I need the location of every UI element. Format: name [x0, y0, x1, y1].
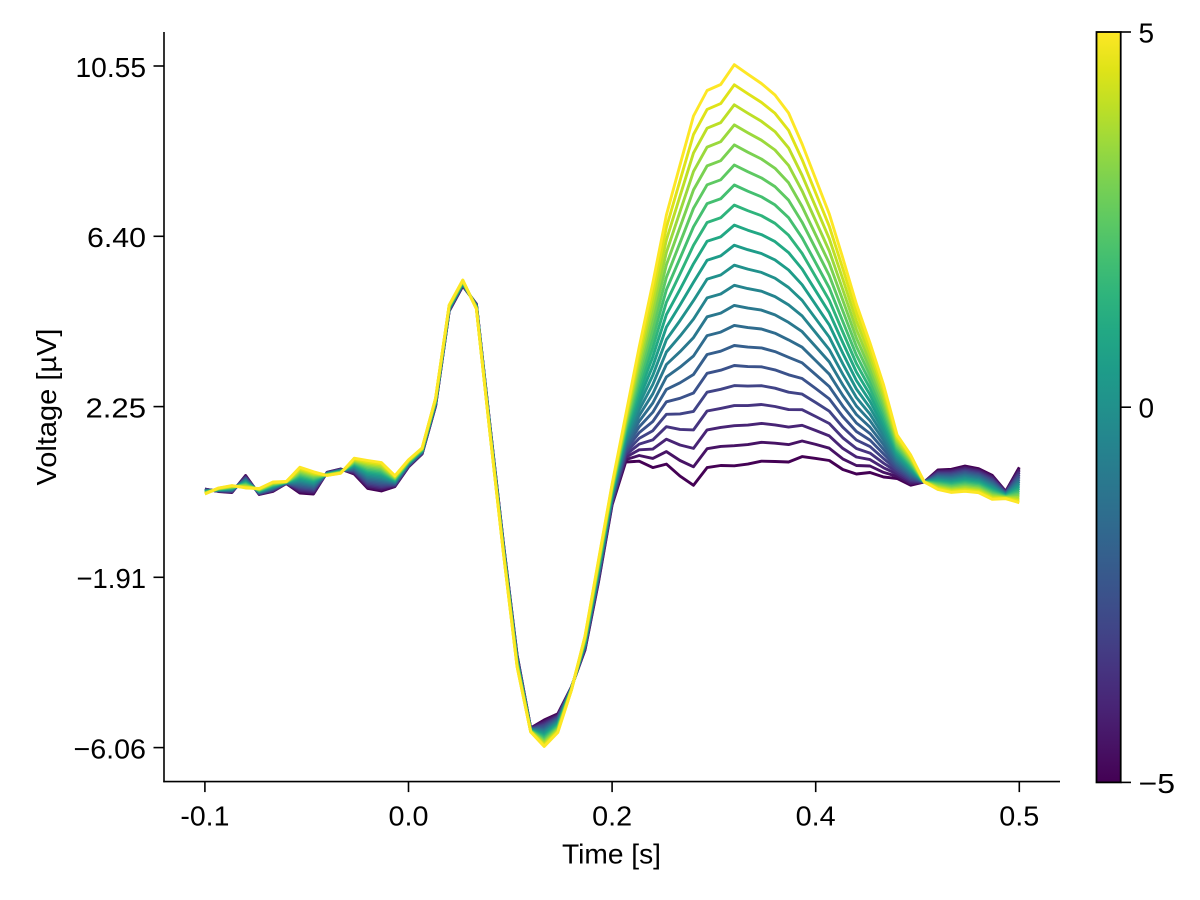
svg-text:−5: −5 [1139, 768, 1176, 799]
svg-text:10.55: 10.55 [76, 52, 147, 83]
svg-text:−6.06: −6.06 [74, 734, 147, 765]
svg-text:5: 5 [1139, 18, 1155, 49]
svg-text:0: 0 [1139, 393, 1155, 424]
svg-text:0.0: 0.0 [389, 800, 429, 831]
svg-text:0.4: 0.4 [796, 800, 836, 831]
svg-text:-0.1: -0.1 [180, 800, 229, 831]
svg-text:Voltage [µV]: Voltage [µV] [30, 329, 62, 486]
svg-text:−1.91: −1.91 [77, 563, 147, 594]
svg-text:Time [s]: Time [s] [562, 837, 661, 869]
svg-text:6.40: 6.40 [87, 222, 146, 253]
svg-text:0.5: 0.5 [999, 800, 1039, 831]
svg-text:2.25: 2.25 [86, 393, 147, 424]
svg-text:0.2: 0.2 [592, 800, 632, 831]
